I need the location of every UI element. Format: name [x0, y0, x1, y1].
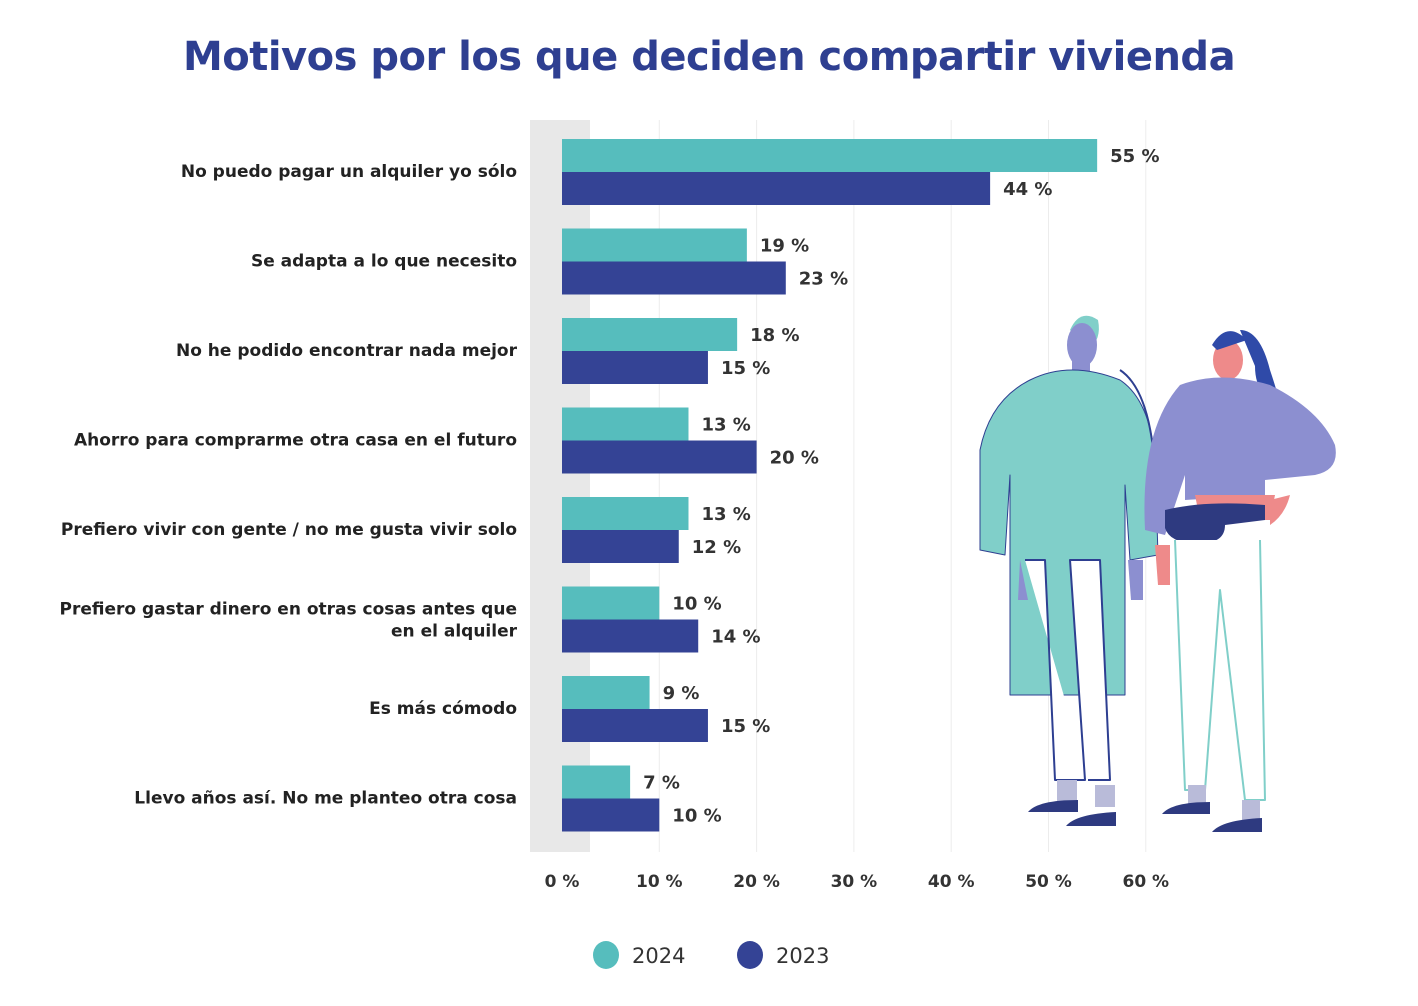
data-label-2024: 7 %	[643, 773, 680, 794]
legend: 2024 2023	[593, 941, 829, 969]
data-label-2024: 10 %	[672, 594, 721, 615]
data-label-2024: 13 %	[701, 504, 750, 525]
bar-2023	[562, 351, 708, 384]
bar-2024	[562, 318, 738, 351]
x-tick-label: 50 %	[1025, 872, 1072, 892]
data-label-2023: 14 %	[711, 627, 760, 648]
bar-2023	[562, 798, 660, 832]
x-tick-label: 60 %	[1122, 872, 1169, 892]
legend-marker-2023	[737, 941, 763, 969]
bar-2024	[562, 676, 650, 709]
category-label: Prefiero vivir con gente / no me gusta v…	[61, 520, 517, 540]
bar-2024	[562, 497, 689, 530]
bar-2023	[562, 440, 757, 474]
legend-label-2023: 2023	[776, 944, 829, 968]
data-label-2023: 12 %	[692, 537, 741, 558]
woman-figure	[1144, 330, 1336, 832]
data-label-2023: 10 %	[672, 806, 721, 827]
legend-label-2024: 2024	[632, 944, 685, 968]
data-label-2024: 18 %	[750, 325, 799, 346]
category-label: Llevo años así. No me planteo otra cosa	[134, 789, 517, 809]
category-label: Es más cómodo	[369, 699, 517, 719]
data-label-2023: 23 %	[799, 269, 848, 290]
bar-2024	[562, 139, 1098, 172]
bar-2023	[562, 172, 991, 205]
data-label-2024: 55 %	[1110, 146, 1159, 167]
category-label: No he podido encontrar nada mejor	[176, 341, 518, 361]
data-label-2023: 15 %	[721, 716, 770, 737]
x-tick-label: 30 %	[831, 872, 878, 892]
category-label: Prefiero gastar dinero en otras cosas an…	[60, 600, 518, 642]
bar-2023	[562, 530, 679, 563]
bar-2023	[562, 619, 699, 653]
bar-2024	[562, 228, 747, 262]
data-label-2023: 44 %	[1003, 179, 1052, 200]
chart-title: Motivos por los que deciden compartir vi…	[182, 34, 1236, 80]
people-illustration	[979, 315, 1336, 832]
legend-marker-2024	[593, 941, 619, 969]
bar-2024	[562, 765, 631, 799]
bar-2024	[562, 586, 660, 620]
bar-2023	[562, 709, 708, 742]
category-label: Ahorro para comprarme otra casa en el fu…	[74, 431, 517, 451]
data-label-2024: 9 %	[663, 683, 700, 704]
bar-2023	[562, 261, 786, 295]
x-tick-label: 0 %	[545, 872, 580, 892]
data-label-2023: 20 %	[770, 448, 819, 469]
x-tick-label: 20 %	[733, 872, 780, 892]
data-label-2023: 15 %	[721, 358, 770, 379]
bar-2024	[562, 407, 689, 441]
category-label: No puedo pagar un alquiler yo sólo	[181, 162, 517, 182]
category-label: Se adapta a lo que necesito	[251, 252, 517, 272]
x-tick-label: 40 %	[928, 872, 975, 892]
data-label-2024: 19 %	[760, 236, 809, 257]
man-figure	[979, 315, 1159, 826]
data-label-2024: 13 %	[701, 415, 750, 436]
x-tick-label: 10 %	[636, 872, 683, 892]
